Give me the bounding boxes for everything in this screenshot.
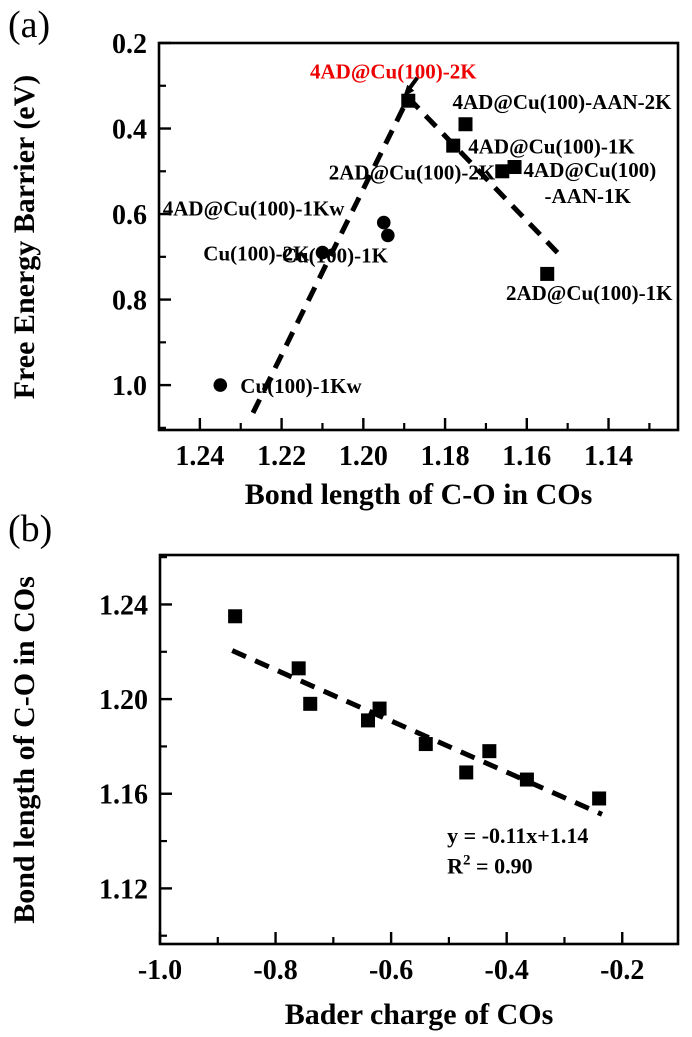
data-point-square: [361, 713, 376, 728]
data-point-square: [291, 661, 306, 676]
data-point-circle: [381, 228, 395, 243]
y-tick-label-a: 0.2: [112, 29, 147, 60]
panel-a-tag: (a): [8, 4, 51, 46]
y-tick-label-a: 0.4: [112, 115, 147, 146]
y-tick-label-b: 1.12: [99, 874, 148, 905]
data-point-square: [228, 609, 243, 624]
x-tick-label-a: 1.24: [175, 441, 224, 472]
pointer-arrow-tail: [407, 76, 419, 90]
y-tick-label-b: 1.20: [99, 685, 148, 716]
x-tick-label-b: -0.2: [600, 955, 644, 986]
point-label: Cu(100)-1Kw: [240, 374, 362, 398]
x-tick-label-a: 1.22: [257, 441, 306, 472]
point-label: Cu(100)-2K: [203, 242, 310, 266]
data-point-square: [446, 138, 461, 153]
point-label: -AAN-1K: [545, 184, 632, 208]
fit-annotation: R2 = 0.90: [447, 853, 532, 879]
trend-line-a: [406, 96, 566, 261]
data-point-square: [495, 164, 510, 179]
data-point-square: [372, 701, 387, 716]
data-point-square: [459, 765, 474, 780]
data-point-square: [519, 772, 534, 787]
x-tick-label-b: -1.0: [138, 955, 182, 986]
axis-frame-b: [158, 553, 680, 946]
x-tick-label-a: 1.14: [584, 441, 633, 472]
point-label: 4AD@Cu(100)-1Kw: [163, 197, 346, 221]
point-label: Cu(100)-1K: [282, 243, 389, 267]
x-tick-label-a: 1.16: [502, 441, 551, 472]
point-label: 4AD@Cu(100): [524, 158, 657, 182]
data-point-square: [401, 93, 416, 108]
data-point-circle: [213, 378, 228, 392]
trend-line-a: [250, 96, 411, 415]
panel-b-x-axis-title: Bader charge of COs: [284, 998, 554, 1031]
y-tick-label-a: 0.6: [112, 200, 147, 231]
x-tick-label-b: -0.6: [369, 955, 413, 986]
panel-a-x-axis-title: Bond length of C-O in COs: [244, 478, 593, 511]
y-tick-label-b: 1.24: [99, 590, 148, 621]
y-tick-label-a: 1.0: [112, 371, 147, 402]
data-point-square: [458, 117, 473, 132]
data-point-square: [418, 737, 433, 752]
x-tick-label-b: -0.4: [485, 955, 529, 986]
y-tick-label-a: 0.8: [112, 286, 147, 317]
data-point-square: [507, 160, 522, 175]
data-point-circle: [376, 215, 391, 230]
x-tick-label-a: 1.18: [421, 441, 470, 472]
fit-line: [231, 648, 604, 817]
pointer-arrow-head: [403, 84, 415, 97]
x-tick-label-b: -0.8: [253, 955, 297, 986]
data-point-square: [540, 266, 555, 281]
point-label: 2AD@Cu(100)-2K: [329, 160, 496, 184]
fit-annotation: y = -0.11x+1.14: [447, 823, 588, 848]
panel-b-tag: (b): [8, 508, 53, 550]
x-tick-label-a: 1.20: [339, 441, 388, 472]
point-label: 4AD@Cu(100)-1K: [468, 135, 635, 159]
point-label: 4AD@Cu(100)-2K: [310, 60, 477, 84]
data-point-circle: [315, 245, 330, 260]
y-tick-label-b: 1.16: [99, 780, 148, 811]
data-point-square: [482, 744, 497, 759]
axis-frame-a: [157, 41, 680, 432]
point-label: 2AD@Cu(100)-1K: [506, 281, 673, 305]
data-point-square: [592, 791, 607, 806]
point-label: 4AD@Cu(100)-AAN-2K: [452, 90, 672, 114]
data-point-square: [303, 696, 318, 711]
